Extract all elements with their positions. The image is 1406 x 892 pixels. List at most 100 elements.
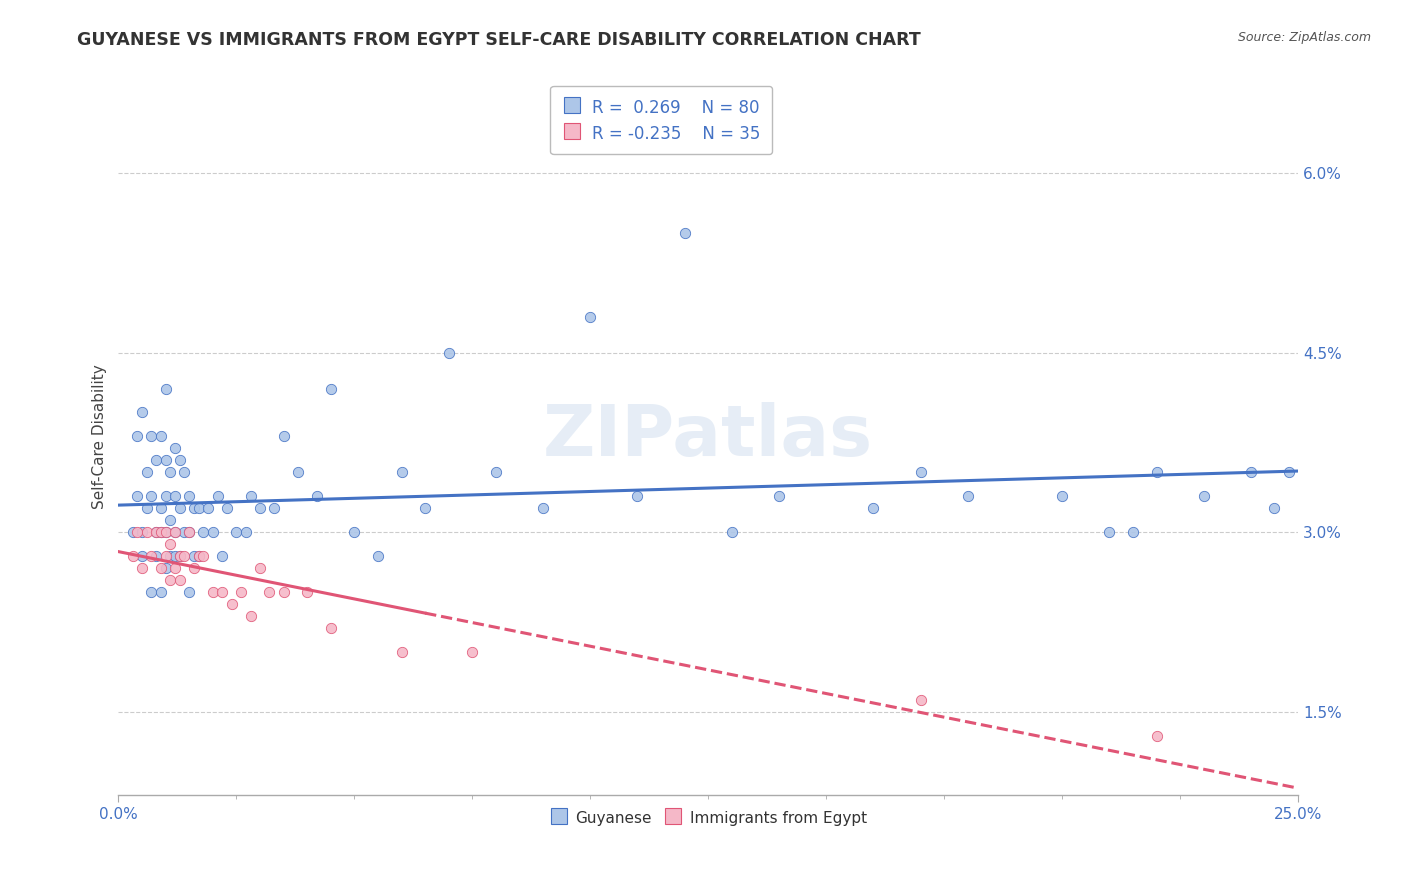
Legend: Guyanese, Immigrants from Egypt: Guyanese, Immigrants from Egypt — [541, 802, 875, 834]
Point — [263, 501, 285, 516]
Point — [1098, 525, 1121, 540]
Point — [187, 501, 209, 516]
Point — [183, 561, 205, 575]
Point — [179, 585, 201, 599]
Point — [1122, 525, 1144, 540]
Point — [121, 549, 143, 563]
Point — [121, 525, 143, 540]
Point — [155, 561, 177, 575]
Point — [391, 466, 413, 480]
Point — [229, 585, 252, 599]
Point — [579, 310, 602, 324]
Point — [169, 549, 191, 563]
Point — [183, 501, 205, 516]
Point — [862, 501, 884, 516]
Point — [235, 525, 257, 540]
Text: GUYANESE VS IMMIGRANTS FROM EGYPT SELF-CARE DISABILITY CORRELATION CHART: GUYANESE VS IMMIGRANTS FROM EGYPT SELF-C… — [77, 31, 921, 49]
Point — [183, 549, 205, 563]
Point — [135, 501, 157, 516]
Point — [721, 525, 744, 540]
Point — [173, 466, 195, 480]
Point — [141, 549, 163, 563]
Point — [1146, 466, 1168, 480]
Point — [1192, 489, 1215, 503]
Point — [221, 597, 243, 611]
Point — [165, 561, 187, 575]
Point — [187, 549, 209, 563]
Point — [956, 489, 979, 503]
Point — [127, 489, 149, 503]
Point — [239, 489, 262, 503]
Point — [1240, 466, 1263, 480]
Point — [413, 501, 436, 516]
Point — [165, 489, 187, 503]
Point — [179, 489, 201, 503]
Point — [225, 525, 247, 540]
Point — [135, 466, 157, 480]
Point — [437, 345, 460, 359]
Point — [159, 513, 181, 527]
Point — [165, 525, 187, 540]
Point — [193, 549, 215, 563]
Point — [239, 608, 262, 623]
Point — [367, 549, 389, 563]
Point — [145, 549, 167, 563]
Point — [155, 489, 177, 503]
Point — [145, 525, 167, 540]
Point — [155, 382, 177, 396]
Point — [145, 453, 167, 467]
Point — [141, 429, 163, 443]
Point — [287, 466, 309, 480]
Point — [179, 525, 201, 540]
Point — [211, 549, 233, 563]
Point — [673, 226, 696, 240]
Point — [187, 549, 209, 563]
Point — [201, 585, 224, 599]
Point — [319, 382, 342, 396]
Point — [179, 525, 201, 540]
Point — [155, 525, 177, 540]
Point — [149, 501, 172, 516]
Point — [173, 549, 195, 563]
Point — [165, 442, 187, 456]
Point — [207, 489, 229, 503]
Point — [149, 561, 172, 575]
Point — [131, 525, 153, 540]
Point — [531, 501, 554, 516]
Point — [131, 405, 153, 419]
Point — [305, 489, 328, 503]
Point — [1050, 489, 1073, 503]
Point — [169, 573, 191, 587]
Text: ZIPatlas: ZIPatlas — [543, 402, 873, 471]
Point — [149, 525, 172, 540]
Point — [259, 585, 281, 599]
Point — [193, 525, 215, 540]
Point — [155, 549, 177, 563]
Point — [159, 537, 181, 551]
Point — [169, 501, 191, 516]
Point — [485, 466, 508, 480]
Point — [201, 525, 224, 540]
Point — [910, 692, 932, 706]
Point — [910, 466, 932, 480]
Point — [391, 645, 413, 659]
Point — [1263, 501, 1285, 516]
Point — [165, 525, 187, 540]
Point — [159, 549, 181, 563]
Y-axis label: Self-Care Disability: Self-Care Disability — [93, 364, 107, 508]
Point — [173, 525, 195, 540]
Point — [149, 585, 172, 599]
Point — [149, 429, 172, 443]
Point — [211, 585, 233, 599]
Point — [461, 645, 484, 659]
Point — [169, 549, 191, 563]
Point — [768, 489, 790, 503]
Point — [249, 561, 271, 575]
Point — [127, 525, 149, 540]
Point — [249, 501, 271, 516]
Point — [131, 549, 153, 563]
Point — [159, 466, 181, 480]
Point — [319, 621, 342, 635]
Point — [145, 525, 167, 540]
Point — [159, 573, 181, 587]
